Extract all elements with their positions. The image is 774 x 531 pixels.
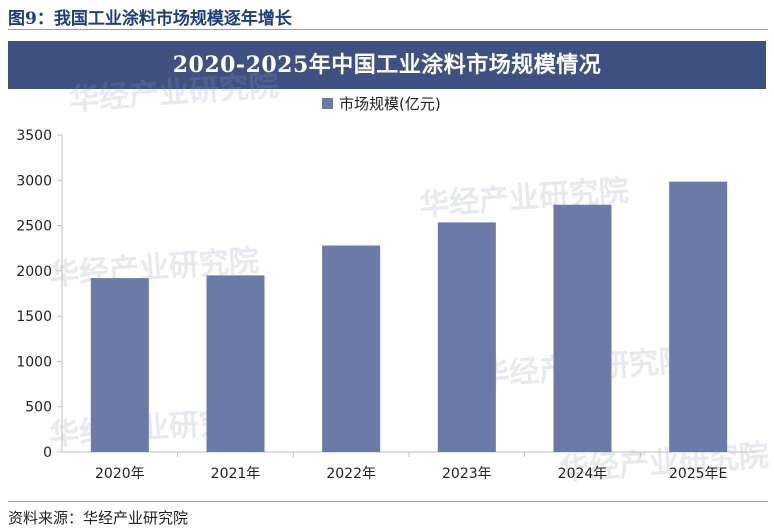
y-tick-label: 500 <box>25 400 52 416</box>
y-tick-label: 1500 <box>16 309 52 325</box>
figure-heading: 图9：我国工业涂料市场规模逐年增长 <box>8 9 292 29</box>
bar-series <box>90 181 728 452</box>
y-axis: 0 500 1000 1500 2000 2500 3000 3500 <box>16 128 63 461</box>
source-note: 资料来源：华经产业研究院 <box>8 509 189 527</box>
x-axis: 2020年 2021年 2022年 2023年 2024年 2025年E <box>62 451 756 482</box>
legend-swatch <box>322 98 333 109</box>
bar-2021年 <box>206 275 265 452</box>
bar-2024年 <box>553 204 612 452</box>
chart-title-band: 2020-2025年中国工业涂料市场规模情况 <box>8 41 766 89</box>
bar-2023年 <box>437 222 496 452</box>
watermark-text: 华经产业研究院 <box>68 68 280 118</box>
bottom-divider <box>8 501 768 502</box>
x-tick-label: 2024年 <box>558 466 608 482</box>
x-tick-label: 2020年 <box>95 466 145 482</box>
y-tick-label: 3000 <box>16 173 52 189</box>
x-tick-label: 2023年 <box>442 466 492 482</box>
y-tick-label: 3500 <box>16 128 52 144</box>
y-tick-label: 0 <box>43 445 52 461</box>
watermark-layer: 华经产业研究院华经产业研究院华经产业研究院华经产业研究院华经产业研究院华经产业研… <box>48 68 770 488</box>
x-tick-label: 2021年 <box>211 466 261 482</box>
bar-2022年 <box>322 245 381 452</box>
legend-label: 市场规模(亿元) <box>339 95 441 113</box>
bar-2020年 <box>90 278 149 452</box>
x-tick-label: 2022年 <box>326 466 376 482</box>
x-tick-label: 2025年E <box>669 466 727 482</box>
chart-title: 2020-2025年中国工业涂料市场规模情况 <box>172 52 602 78</box>
top-divider <box>8 29 768 30</box>
y-tick-label: 1000 <box>16 354 52 370</box>
y-tick-label: 2500 <box>16 219 52 235</box>
y-tick-label: 2000 <box>16 264 52 280</box>
bar-2025年E <box>669 181 728 452</box>
chart-legend: 市场规模(亿元) <box>322 95 441 113</box>
